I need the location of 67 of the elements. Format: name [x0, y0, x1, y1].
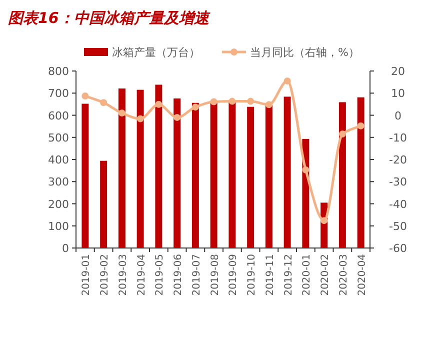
x-tick-label: 2019-01	[81, 254, 92, 296]
point	[192, 104, 199, 111]
bar	[247, 106, 254, 248]
bar	[265, 105, 272, 248]
y2-tick-label: 20	[391, 65, 405, 78]
y-tick-label: 400	[48, 154, 69, 166]
x-tick-label: 2019-04	[136, 254, 148, 296]
point	[155, 100, 162, 108]
x-tick-label: 2019-02	[100, 254, 111, 296]
point	[118, 110, 126, 117]
bar	[155, 84, 162, 248]
bar	[210, 102, 218, 248]
x-tick-label: 2020-01	[302, 254, 313, 296]
y2-tick-label: -10	[389, 131, 407, 144]
point	[284, 77, 291, 84]
x-tick-label: 2019-09	[228, 254, 240, 296]
point	[357, 122, 364, 130]
bar	[118, 88, 126, 248]
bar	[100, 160, 108, 248]
bar	[357, 97, 364, 248]
bar	[338, 102, 346, 248]
bar	[192, 102, 199, 248]
y-tick-label: 200	[48, 198, 69, 211]
x-tick-label: 2019-10	[246, 254, 258, 296]
y-tick-label: 600	[48, 109, 69, 122]
point	[320, 217, 328, 224]
x-tick-label: 2020-04	[356, 254, 368, 296]
legend-label: 冰箱产量（万台）	[112, 46, 200, 59]
x-tick-label: 2019-05	[154, 254, 166, 296]
point	[174, 114, 181, 121]
y-tick-label: 800	[48, 65, 69, 78]
bar	[284, 96, 291, 248]
point	[265, 101, 272, 108]
point	[228, 98, 236, 105]
point	[302, 166, 310, 174]
point	[247, 98, 254, 105]
bar	[136, 90, 144, 248]
y2-tick-label: -50	[389, 220, 407, 233]
x-tick-label: 2020-02	[320, 254, 332, 296]
y2-tick-label: -40	[389, 198, 407, 211]
point	[136, 115, 144, 122]
y-tick-label: 700	[48, 87, 69, 100]
y2-tick-label: -60	[389, 242, 407, 255]
y2-tick-label: 0	[394, 109, 402, 122]
point	[82, 92, 89, 100]
y-tick-label: 100	[48, 220, 69, 233]
y2-tick-label: -30	[389, 176, 407, 189]
y2-tick-label: 10	[391, 87, 405, 100]
point	[338, 130, 346, 138]
x-tick-label: 2019-03	[118, 254, 129, 296]
x-tick-label: 2019-07	[191, 254, 202, 296]
point	[100, 99, 108, 106]
y-tick-label: 500	[48, 131, 69, 144]
x-tick-label: 2019-12	[283, 254, 294, 296]
x-tick-label: 2020-03	[338, 254, 350, 296]
legend-label: 当月同比（右轴，%）	[250, 46, 360, 59]
bar	[228, 102, 236, 248]
x-tick-label: 2019-11	[264, 254, 276, 296]
chart-title: 图表16：中国冰箱产量及增速	[8, 9, 211, 27]
x-tick-label: 2019-08	[210, 254, 221, 296]
x-tick-label: 2019-06	[173, 254, 184, 296]
point	[210, 98, 218, 106]
y-tick-label: 300	[48, 176, 69, 189]
y-tick-label: 0	[62, 242, 69, 255]
y2-tick-label: -20	[389, 154, 407, 166]
bar	[174, 98, 181, 248]
bar	[82, 104, 89, 248]
